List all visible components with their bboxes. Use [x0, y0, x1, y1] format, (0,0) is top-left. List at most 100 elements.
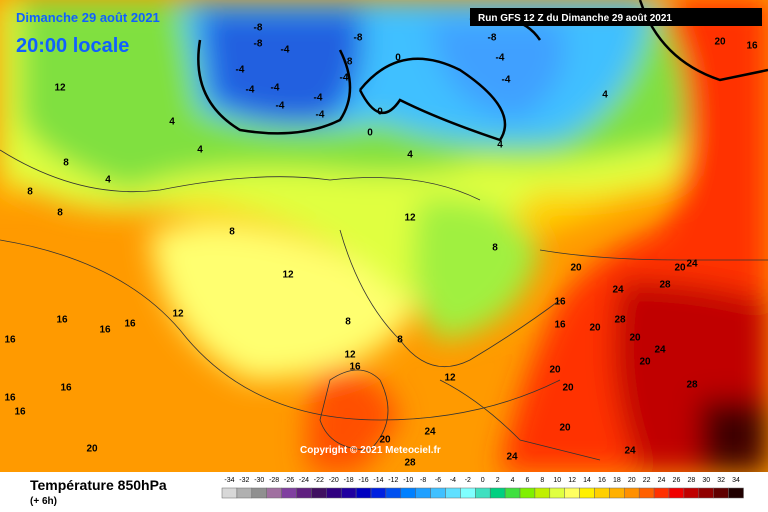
legend-label: 4	[511, 477, 515, 484]
isotherm-label: 8	[492, 243, 498, 254]
isotherm-label: 28	[404, 458, 416, 469]
isotherm-label: 12	[54, 83, 66, 94]
legend-swatch	[653, 487, 670, 499]
isotherm-label: 20	[562, 383, 574, 394]
legend-label: -30	[254, 477, 264, 484]
isotherm-label: 20	[639, 357, 651, 368]
isotherm-label: 16	[554, 297, 566, 308]
legend-swatch	[236, 487, 253, 499]
isotherm-label: 28	[659, 280, 671, 291]
copyright: Copyright © 2021 Meteociel.fr	[300, 445, 441, 456]
legend-label: -12	[388, 477, 398, 484]
isotherm-label: 16	[56, 315, 68, 326]
legend-swatch	[385, 487, 402, 499]
legend-label: -34	[224, 477, 234, 484]
legend-swatch	[668, 487, 685, 499]
legend-swatch	[460, 487, 476, 499]
legend-swatch	[445, 487, 461, 499]
legend-label: -26	[284, 477, 294, 484]
legend-label: -32	[239, 477, 249, 484]
legend-label: -8	[420, 477, 426, 484]
time: 20:00 locale	[16, 35, 129, 57]
isotherm-label: 12	[344, 350, 356, 361]
isotherm-label: 4	[105, 175, 111, 186]
legend-label: -22	[314, 477, 324, 484]
isotherm-label: 16	[746, 41, 758, 52]
isotherm-label: 0	[377, 107, 383, 118]
isotherm-label: 24	[686, 259, 698, 270]
isotherm-label: 8	[345, 317, 351, 328]
isotherm-label: 20	[570, 263, 582, 274]
legend-swatch	[251, 487, 267, 499]
legend-label: 30	[702, 477, 710, 484]
isotherm-label: 16	[4, 335, 16, 346]
isotherm-label: 24	[654, 345, 666, 356]
isotherm-label: 24	[612, 285, 624, 296]
legend-swatch	[534, 487, 551, 499]
legend-swatch	[638, 487, 655, 499]
isotherm-label: -4	[316, 110, 325, 121]
isotherm-label: 8	[63, 158, 69, 169]
legend-swatch	[549, 487, 565, 499]
legend-swatch	[594, 487, 610, 499]
isotherm-label: 20	[86, 444, 98, 455]
isotherm-label: -4	[502, 75, 511, 86]
legend-swatch	[579, 487, 595, 499]
legend-label: 12	[568, 477, 576, 484]
legend-label: 32	[717, 477, 725, 484]
footer-title: Température 850hPa	[30, 477, 167, 493]
legend-label: 0	[481, 477, 485, 484]
isotherm-label: 12	[404, 213, 416, 224]
isotherm-label: 20	[549, 365, 561, 376]
legend-label: 28	[687, 477, 695, 484]
isotherm-label: 4	[197, 145, 203, 156]
legend-label: 10	[553, 477, 561, 484]
temperature-field	[0, 0, 768, 472]
legend-label: -24	[299, 477, 309, 484]
isotherm-label: -8	[254, 23, 263, 34]
isotherm-label: 8	[229, 227, 235, 238]
legend-swatch	[728, 487, 744, 499]
legend-swatch	[713, 487, 729, 499]
isotherm-label: -4	[246, 85, 255, 96]
isotherm-label: 16	[554, 320, 566, 331]
legend-swatch	[370, 487, 387, 499]
isotherm-label: 8	[27, 187, 33, 198]
isotherm-label: 24	[424, 427, 436, 438]
isotherm-label: 4	[407, 150, 413, 161]
legend-swatch	[311, 487, 327, 499]
legend-label: 20	[628, 477, 636, 484]
legend-swatch	[698, 487, 714, 499]
legend-label: -20	[329, 477, 339, 484]
legend-swatch	[475, 487, 491, 499]
isotherm-label: 4	[602, 90, 608, 101]
isotherm-label: 0	[367, 128, 373, 139]
isotherm-label: 8	[397, 335, 403, 346]
isotherm-label: -4	[276, 101, 285, 112]
legend-swatch	[519, 487, 536, 499]
isotherm-label: 4	[497, 140, 503, 151]
isotherm-label: 4	[169, 117, 175, 128]
legend-swatch	[266, 487, 282, 499]
isotherm-label: -4	[236, 65, 245, 76]
legend-swatch	[624, 487, 640, 499]
legend-swatch	[400, 487, 416, 499]
isotherm-label: 24	[506, 452, 518, 463]
legend-label: -10	[403, 477, 413, 484]
run-info: Run GFS 12 Z du Dimanche 29 août 2021	[478, 13, 672, 24]
isotherm-label: -8	[344, 57, 353, 68]
isotherm-label: 20	[674, 263, 686, 274]
isotherm-label: 16	[14, 407, 26, 418]
isotherm-label: 12	[282, 270, 294, 281]
legend-swatch	[430, 487, 446, 499]
legend-swatch	[340, 487, 357, 499]
legend-swatch	[564, 487, 580, 499]
legend-swatch	[326, 487, 342, 499]
legend-label: -6	[435, 477, 441, 484]
legend-swatch	[355, 487, 372, 499]
legend-label: 26	[673, 477, 681, 484]
isotherm-label: 28	[614, 315, 626, 326]
isotherm-label: 20	[379, 435, 391, 446]
legend-label: -18	[344, 477, 354, 484]
isotherm-label: 12	[172, 309, 184, 320]
